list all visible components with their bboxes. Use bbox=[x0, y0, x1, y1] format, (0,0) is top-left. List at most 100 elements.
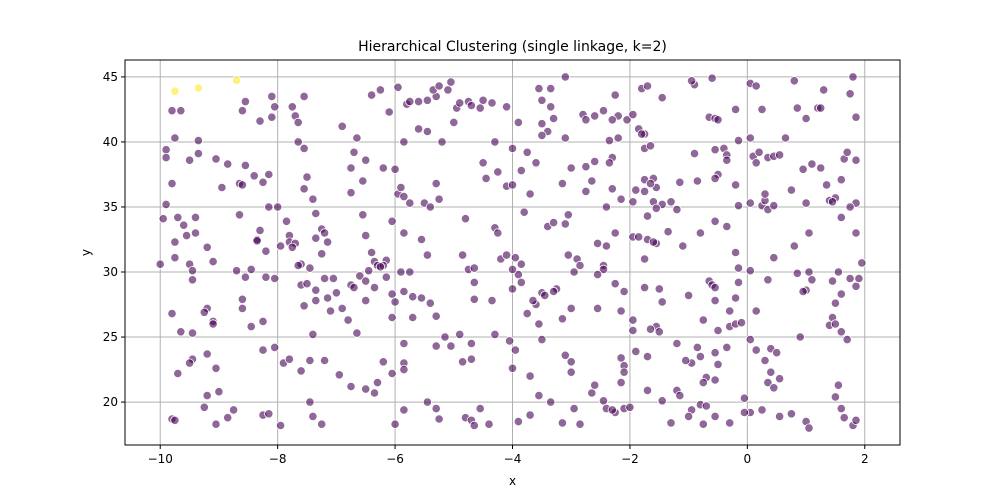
cluster-0-point bbox=[792, 103, 802, 113]
cluster-0-point bbox=[857, 258, 867, 268]
cluster-0-point bbox=[672, 338, 682, 349]
cluster-0-point bbox=[836, 327, 846, 337]
cluster-0-point bbox=[560, 350, 570, 360]
cluster-0-point bbox=[355, 271, 365, 281]
cluster-0-point bbox=[548, 218, 559, 228]
cluster-0-point bbox=[642, 81, 653, 91]
cluster-0-point bbox=[261, 272, 271, 282]
cluster-0-point bbox=[413, 97, 424, 107]
cluster-0-point bbox=[387, 312, 397, 323]
cluster-0-point bbox=[431, 311, 441, 321]
cluster-0-point bbox=[167, 308, 177, 319]
cluster-0-point bbox=[801, 198, 811, 208]
cluster-0-point bbox=[592, 238, 603, 248]
cluster-0-point bbox=[267, 91, 277, 102]
cluster-0-point bbox=[349, 147, 359, 157]
cluster-0-point bbox=[710, 145, 720, 155]
cluster-0-point bbox=[789, 241, 799, 251]
cluster-0-point bbox=[208, 256, 218, 267]
cluster-0-point bbox=[692, 342, 703, 352]
cluster-0-point bbox=[637, 129, 647, 139]
cluster-0-point bbox=[610, 90, 620, 100]
cluster-0-point bbox=[369, 282, 380, 293]
cluster-0-point bbox=[446, 77, 456, 87]
cluster-0-point bbox=[851, 155, 861, 165]
cluster-0-point bbox=[352, 328, 362, 338]
cluster-0-point bbox=[287, 102, 297, 112]
cluster-0-point bbox=[173, 368, 183, 379]
cluster-0-point bbox=[598, 396, 609, 406]
cluster-0-point bbox=[322, 293, 333, 303]
cluster-0-point bbox=[534, 319, 544, 329]
cluster-0-point bbox=[408, 312, 418, 323]
x-tick-label: −6 bbox=[386, 452, 404, 466]
cluster-0-point bbox=[575, 260, 585, 271]
cluster-0-point bbox=[475, 103, 485, 113]
cluster-0-point bbox=[460, 214, 471, 224]
cluster-0-point bbox=[833, 380, 844, 390]
cluster-0-point bbox=[311, 285, 321, 295]
cluster-0-point bbox=[592, 303, 603, 313]
cluster-0-point bbox=[305, 263, 315, 273]
cluster-0-point bbox=[845, 89, 855, 99]
cluster-0-point bbox=[440, 332, 450, 342]
cluster-0-point bbox=[587, 388, 597, 398]
cluster-0-point bbox=[710, 295, 720, 306]
cluster-0-point bbox=[569, 267, 579, 277]
cluster-0-point bbox=[557, 179, 568, 189]
cluster-0-point bbox=[375, 85, 385, 95]
cluster-0-point bbox=[827, 197, 838, 207]
cluster-0-point bbox=[807, 159, 817, 169]
cluster-0-point bbox=[710, 375, 720, 385]
cluster-0-point bbox=[399, 137, 409, 147]
cluster-0-point bbox=[804, 423, 814, 433]
cluster-0-point bbox=[328, 273, 338, 284]
cluster-0-point bbox=[739, 393, 750, 403]
cluster-0-point bbox=[211, 154, 221, 164]
cluster-0-point bbox=[695, 351, 706, 362]
cluster-0-point bbox=[798, 286, 808, 297]
cluster-0-point bbox=[774, 150, 785, 160]
cluster-0-point bbox=[346, 188, 356, 198]
cluster-0-point bbox=[399, 364, 409, 375]
cluster-0-point bbox=[393, 82, 403, 92]
cluster-0-point bbox=[361, 276, 371, 286]
cluster-0-point bbox=[513, 416, 524, 427]
cluster-0-point bbox=[484, 419, 494, 429]
cluster-0-point bbox=[466, 100, 476, 111]
cluster-0-point bbox=[590, 380, 600, 390]
cluster-0-point bbox=[405, 198, 415, 208]
cluster-0-point bbox=[361, 295, 371, 306]
cluster-0-point bbox=[654, 327, 664, 337]
cluster-0-point bbox=[619, 367, 629, 377]
cluster-0-point bbox=[237, 180, 247, 190]
cluster-0-point bbox=[155, 259, 165, 269]
cluster-0-point bbox=[830, 392, 841, 402]
cluster-0-point bbox=[510, 253, 521, 263]
cluster-0-point bbox=[501, 250, 512, 260]
cluster-0-point bbox=[352, 133, 362, 143]
cluster-0-point bbox=[695, 228, 706, 238]
cluster-0-point bbox=[349, 282, 359, 293]
cluster-0-point bbox=[507, 284, 518, 294]
cluster-0-point bbox=[772, 348, 782, 358]
y-tick-label: 40 bbox=[103, 135, 118, 149]
cluster-0-point bbox=[569, 403, 579, 414]
cluster-0-point bbox=[730, 293, 741, 303]
cluster-0-point bbox=[223, 159, 233, 169]
cluster-0-point bbox=[507, 143, 518, 153]
cluster-0-point bbox=[185, 155, 195, 165]
cluster-0-point bbox=[827, 276, 838, 286]
cluster-0-point bbox=[616, 306, 626, 316]
cluster-0-point bbox=[786, 409, 797, 419]
cluster-0-point bbox=[366, 247, 377, 258]
cluster-0-point bbox=[713, 115, 723, 125]
cluster-0-point bbox=[639, 254, 650, 264]
cluster-0-point bbox=[223, 413, 233, 423]
cluster-0-point bbox=[722, 155, 732, 165]
cluster-0-point bbox=[346, 381, 356, 392]
cluster-0-point bbox=[264, 202, 274, 212]
cluster-0-point bbox=[358, 210, 368, 220]
cluster-0-point bbox=[590, 111, 600, 121]
cluster-0-point bbox=[202, 242, 212, 252]
